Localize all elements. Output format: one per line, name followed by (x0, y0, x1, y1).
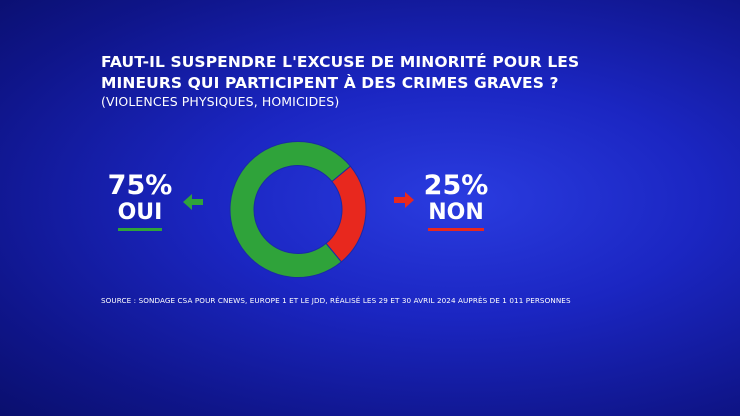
no-label: NON (428, 200, 484, 231)
chart-title: FAUT-IL SUSPENDRE L'EXCUSE DE MINORITÉ P… (101, 53, 580, 92)
arrow-right-icon (394, 192, 414, 208)
yes-block: 75% OUI (104, 172, 176, 231)
chart-subtitle: (VIOLENCES PHYSIQUES, HOMICIDES) (101, 94, 340, 109)
donut-chart (229, 141, 367, 278)
yes-label: OUI (117, 200, 163, 231)
no-block: 25% NON (420, 172, 492, 231)
no-percentage: 25% (423, 170, 489, 201)
source-note: SOURCE : SONDAGE CSA POUR CNEWS, EUROPE … (101, 296, 571, 305)
donut-slice-oui (229, 141, 352, 278)
yes-percentage: 75% (107, 170, 173, 201)
arrow-left-icon (183, 194, 203, 210)
